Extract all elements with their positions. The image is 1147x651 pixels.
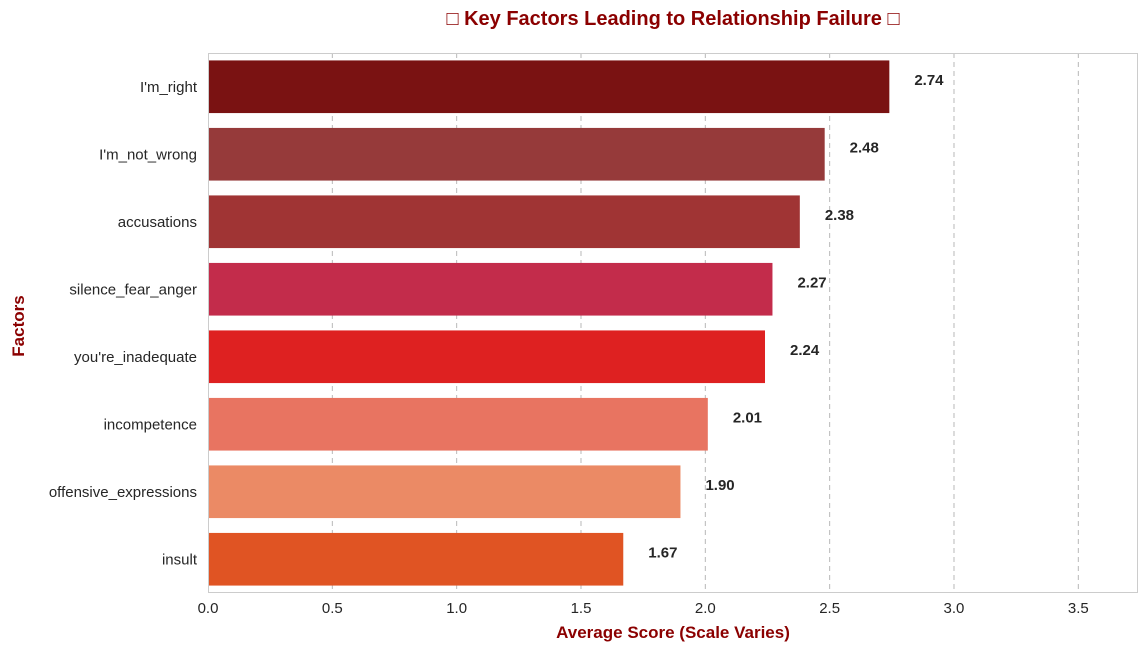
bar [209, 330, 766, 384]
bar-value-label: 2.24 [790, 342, 820, 359]
bars [209, 60, 890, 586]
bar-value-label: 2.38 [825, 207, 854, 224]
y-tick-label: offensive_expressions [49, 484, 197, 501]
bar [209, 532, 624, 586]
bar [209, 397, 708, 451]
bar-value-label: 1.67 [648, 544, 677, 561]
value-labels: 2.74 2.48 2.38 2.27 2.24 2.01 1.90 1.67 [648, 72, 944, 562]
bar [209, 262, 773, 316]
bar [209, 60, 890, 114]
y-tick-label: silence_fear_anger [69, 281, 197, 298]
bar-value-label: 2.01 [733, 409, 762, 426]
x-tick-label: 0.0 [198, 600, 219, 617]
y-tick-label: I'm_right [140, 79, 198, 96]
plot-frame [208, 53, 1138, 593]
x-axis-ticks: 0.0 0.5 1.0 1.5 2.0 2.5 3.0 3.5 [198, 600, 1089, 617]
x-tick-label: 3.5 [1068, 600, 1089, 617]
x-tick-label: 2.0 [695, 600, 716, 617]
bar-value-label: 1.90 [705, 477, 734, 494]
bar-value-label: 2.48 [850, 139, 879, 156]
bar [209, 127, 825, 181]
y-tick-label: I'm_not_wrong [99, 146, 197, 163]
y-tick-label: you're_inadequate [74, 349, 197, 366]
x-tick-label: 0.5 [322, 600, 343, 617]
y-axis-ticks: I'm_right I'm_not_wrong accusations silence… [49, 79, 198, 569]
y-tick-label: incompetence [104, 416, 197, 433]
bar [209, 195, 800, 249]
bar-value-label: 2.27 [797, 274, 826, 291]
bar [209, 465, 681, 519]
y-tick-label: accusations [118, 214, 197, 231]
x-tick-label: 1.5 [571, 600, 592, 617]
x-tick-label: 3.0 [944, 600, 965, 617]
bar-value-label: 2.74 [914, 72, 944, 89]
y-tick-label: insult [162, 551, 198, 568]
x-tick-label: 1.0 [446, 600, 467, 617]
chart-title: □ Key Factors Leading to Relationship Fa… [446, 8, 899, 30]
x-axis-title: Average Score (Scale Varies) [556, 623, 790, 642]
y-axis-title: Factors [9, 295, 28, 356]
x-tick-label: 2.5 [819, 600, 840, 617]
